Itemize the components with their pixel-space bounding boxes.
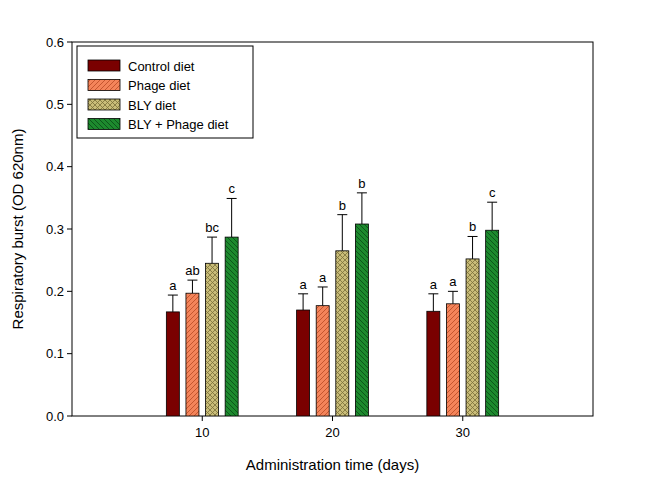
bar [466,259,479,416]
y-tick [67,166,72,167]
y-tick [67,229,72,230]
significance-letter: c [228,181,235,196]
y-tick [67,42,72,43]
legend-swatch [88,119,120,130]
significance-letter: a [299,277,307,292]
error-bar [357,193,367,224]
y-tick-label: 0.5 [46,97,64,112]
significance-letter: c [489,185,496,200]
legend-swatch [88,99,120,110]
bar [206,263,219,416]
error-bar [168,295,178,312]
error-bar [468,236,478,258]
legend-swatch [88,80,120,91]
bar [336,251,349,416]
y-tick [67,104,72,105]
legend-label: BLY + Phage diet [128,117,229,132]
x-tick [202,416,203,421]
legend-box [77,46,253,138]
bar [316,306,329,416]
significance-letter: a [169,278,177,293]
significance-letter: a [430,277,438,292]
error-bar [487,202,497,230]
error-bar [207,237,217,263]
bar [446,304,459,416]
error-bar [428,294,438,311]
y-tick [67,353,72,354]
x-tick-label: 20 [325,425,339,440]
y-tick-label: 0.2 [46,284,64,299]
x-tick-label: 10 [195,425,209,440]
y-tick [67,291,72,292]
y-tick-label: 0.1 [46,346,64,361]
x-tick [462,416,463,421]
significance-letter: b [339,198,346,213]
bar [186,293,199,416]
y-tick-label: 0.6 [46,35,64,50]
bar [355,224,368,416]
significance-letter: b [358,176,365,191]
bars [166,193,498,416]
x-tick-label: 30 [456,425,470,440]
y-tick-label: 0.0 [46,409,64,424]
bar [486,230,499,416]
bar [225,237,238,416]
significance-letter: ab [185,263,199,278]
y-tick-label: 0.3 [46,222,64,237]
significance-letter: b [469,219,476,234]
legend-label: Control diet [128,59,195,74]
significance-letter: bc [205,220,219,235]
legend: Control diet Phage diet BLY diet BLY + Phag… [77,46,253,138]
error-bar [298,294,308,310]
y-axis-label: Respiratory burst (OD 620nm) [9,129,26,330]
x-tick [332,416,333,421]
bar [166,312,179,416]
error-bar [448,291,458,303]
plot-frame [72,42,593,416]
x-axis-label: Administration time (days) [246,456,419,473]
bar [297,310,310,416]
significance-letter: a [319,270,327,285]
legend-label: Phage diet [128,78,191,93]
legend-swatch [88,60,120,71]
y-tick-label: 0.4 [46,159,64,174]
legend-label: BLY diet [128,98,176,113]
y-tick [67,416,72,417]
bar [427,311,440,416]
error-bar [227,198,237,237]
chart: 0.00.10.20.30.40.50.6102030aaaabaabcbbcb… [0,0,653,491]
error-bar [318,287,328,306]
error-bar [187,280,197,293]
significance-letter: a [449,274,457,289]
error-bar [337,215,347,251]
